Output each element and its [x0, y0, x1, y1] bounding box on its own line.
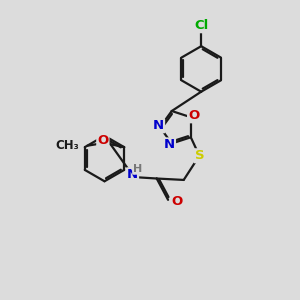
Text: S: S	[194, 149, 204, 162]
Text: O: O	[97, 134, 109, 146]
Text: N: N	[153, 119, 164, 132]
Text: Cl: Cl	[194, 19, 208, 32]
Text: N: N	[164, 138, 175, 152]
Text: O: O	[188, 109, 199, 122]
Text: O: O	[171, 195, 182, 208]
Text: CH₃: CH₃	[56, 139, 79, 152]
Text: H: H	[133, 164, 142, 174]
Text: N: N	[127, 168, 138, 181]
